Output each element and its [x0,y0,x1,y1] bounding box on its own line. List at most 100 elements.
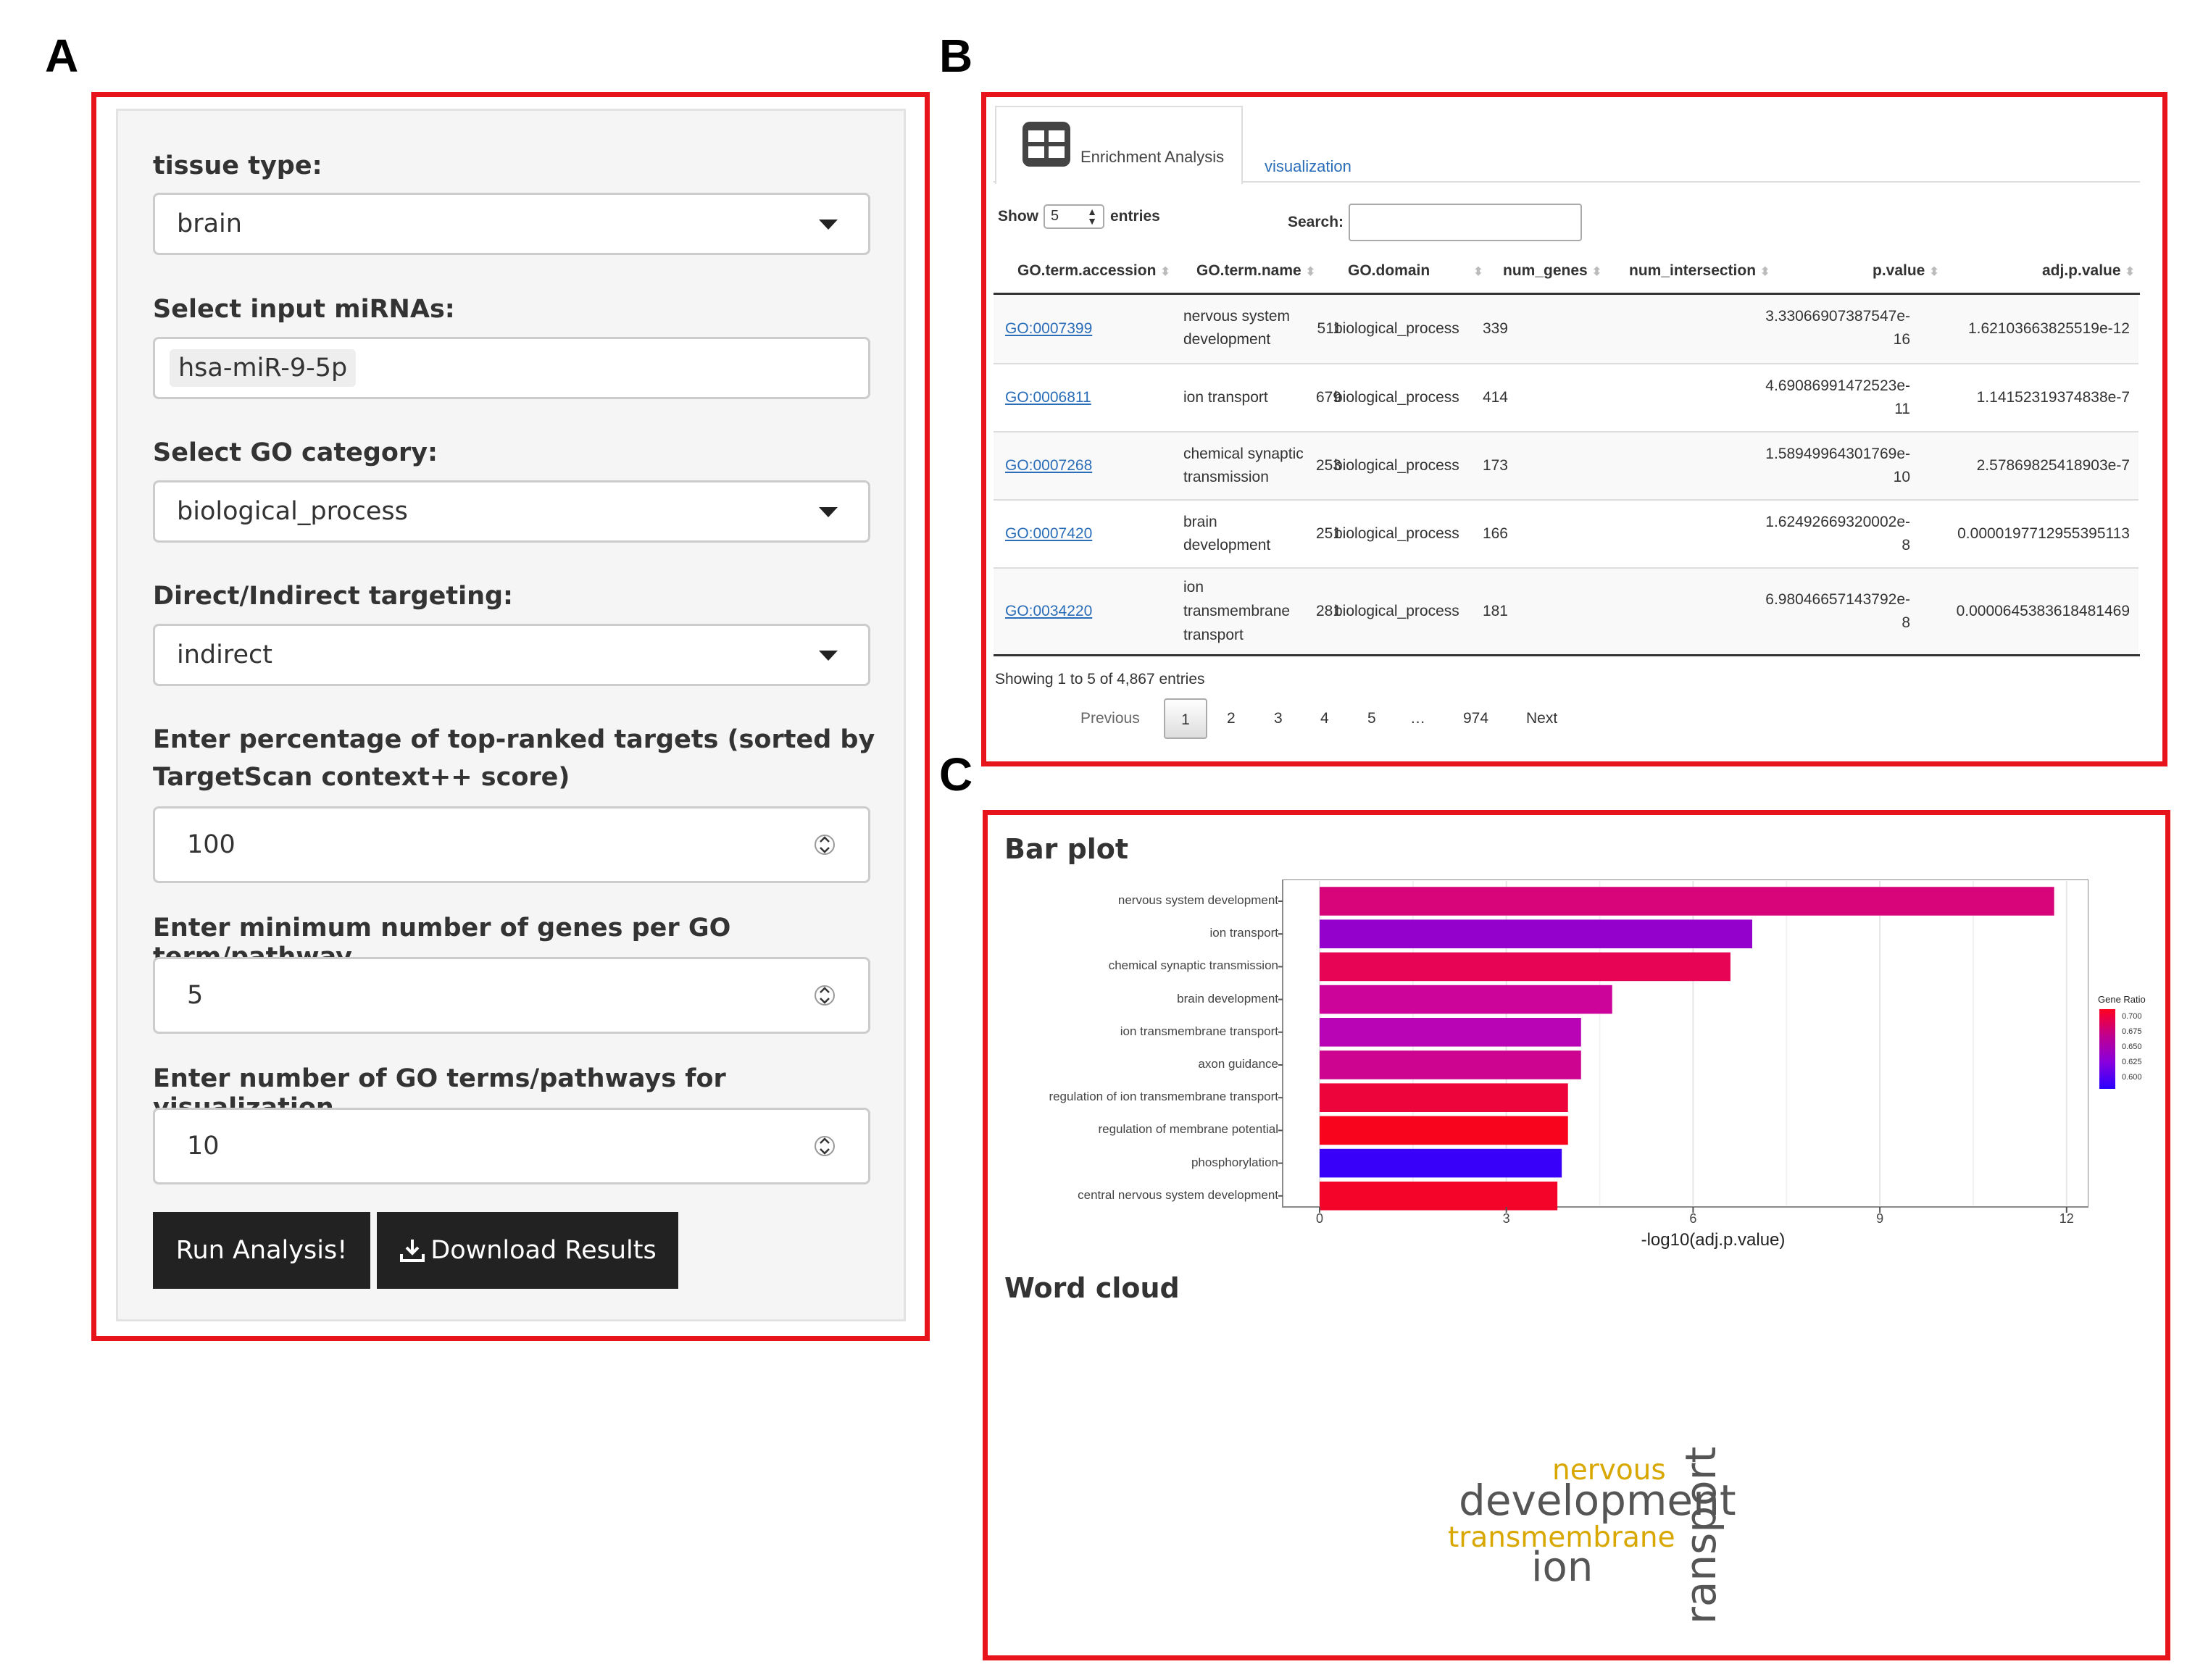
num-genes: 251 [1315,525,1341,542]
go-accession-link[interactable]: GO:0007268 [1005,457,1093,474]
stepper-icon[interactable] [815,828,835,861]
p-value: 16 [1893,331,1910,348]
go-category-select[interactable]: biological_process [153,480,870,543]
pagination-page-3[interactable]: 3 [1274,710,1283,727]
p-value: 4.69086991472523e- [1765,377,1910,394]
go-domain: biological_process [1334,320,1459,337]
updown-icon: ▲ ▼ [1087,206,1097,227]
num-intersection: 181 [1482,603,1508,619]
download-results-button[interactable]: Download Results [377,1212,678,1289]
percentage-value: 100 [187,830,236,859]
table-row: GO:0007420 brain development biological_… [994,501,2138,567]
legend-label: 0.675 [2122,1027,2142,1036]
percentage-input[interactable]: 100 [153,806,870,883]
bar [1320,1050,1581,1079]
show-label: Show [998,208,1038,225]
go-term-name: development [1183,331,1271,348]
go-category-value: biological_process [177,497,408,526]
x-tick-label: 12 [2059,1211,2074,1226]
word-cloud-title: Word cloud [1004,1272,1180,1304]
go-term-name: ion transport [1183,389,1268,406]
header-go-term-accession[interactable]: GO.term.accession ⬍ [1017,262,1170,279]
table-row: GO:0034220 ion transmembrane transport b… [994,569,2138,654]
adj-p-value: 0.0000645383618481469 [1956,603,2130,619]
bar [1320,1182,1558,1211]
pagination-page-5[interactable]: 5 [1367,710,1376,727]
pagination-next[interactable]: Next [1526,710,1558,727]
header-num-genes[interactable]: num_genes ⬍ [1503,262,1602,279]
panel-letter-c: C [939,748,973,801]
num-genes: 253 [1315,457,1341,474]
category-label: brain development [1177,991,1278,1006]
pagination-previous[interactable]: Previous [1080,710,1140,727]
mirna-chip[interactable]: hsa-miR-9-5p [170,349,357,387]
header-num-intersection[interactable]: num_intersection ⬍ [1629,262,1770,279]
category-label: axon guidance [1198,1057,1278,1071]
go-term-name: transport [1183,627,1244,643]
word-cloud-word: ion [1531,1544,1594,1591]
run-analysis-button[interactable]: Run Analysis! [153,1212,370,1289]
go-term-name: chemical synaptic [1183,446,1304,462]
p-value: 11 [1894,401,1910,417]
bar-chart [1278,879,2088,1213]
header-go-domain[interactable]: GO.domain ⬍ [1348,262,1483,279]
tab-visualization[interactable]: visualization [1265,157,1351,175]
bar [1320,1083,1568,1112]
num-genes: 679 [1315,389,1341,406]
stepper-icon[interactable] [815,1129,835,1163]
bar [1320,985,1612,1014]
search-input[interactable] [1349,204,1582,241]
go-accession-link[interactable]: GO:0007420 [1005,525,1093,542]
num-terms-value: 10 [187,1132,220,1161]
bar [1320,1018,1581,1047]
pagination-page-974[interactable]: 974 [1463,710,1489,727]
tissue-label: tissue type: [153,151,322,180]
header-p-value[interactable]: p.value ⬍ [1873,262,1939,279]
download-results-label: Download Results [430,1236,657,1265]
tab-enrichment-analysis[interactable]: Enrichment Analysis [995,106,1243,184]
num-intersection: 414 [1482,389,1508,406]
category-label: regulation of ion transmembrane transpor… [1049,1090,1278,1104]
show-entries-select[interactable]: 5 ▲ ▼ [1044,204,1104,229]
chevron-down-icon [819,651,838,661]
header-adj-p-value[interactable]: adj.p.value ⬍ [2042,262,2135,279]
num-terms-input[interactable]: 10 [153,1108,870,1184]
go-term-name: ion [1183,579,1204,595]
targeting-value: indirect [177,640,272,669]
go-domain: biological_process [1334,457,1459,474]
targeting-select[interactable]: indirect [153,624,870,686]
panel-letter-b: B [939,30,973,82]
go-accession-link[interactable]: GO:0034220 [1005,603,1093,619]
tissue-select[interactable]: brain [153,193,870,255]
bar [1320,1148,1562,1178]
p-value: 8 [1902,614,1910,631]
go-domain: biological_process [1334,525,1459,542]
entries-label: entries [1110,208,1160,225]
table-info: Showing 1 to 5 of 4,867 entries [995,671,1205,688]
p-value: 6.98046657143792e- [1765,591,1910,608]
num-genes: 281 [1315,603,1341,619]
category-label: chemical synaptic transmission [1108,958,1278,973]
min-genes-value: 5 [187,981,204,1010]
table-row: GO:0006811 ion transport biological_proc… [994,364,2138,431]
tissue-value: brain [177,209,242,238]
stepper-icon[interactable] [815,979,835,1012]
p-value: 10 [1893,469,1910,485]
legend-label: 0.650 [2122,1042,2142,1051]
num-intersection: 166 [1482,525,1508,542]
mirna-input[interactable]: hsa-miR-9-5p [153,337,870,399]
go-accession-link[interactable]: GO:0006811 [1005,389,1091,406]
min-genes-input[interactable]: 5 [153,957,870,1034]
pagination-page-2[interactable]: 2 [1227,710,1236,727]
category-label: nervous system development [1117,893,1278,907]
legend-label: 0.625 [2122,1058,2142,1066]
pagination-page-4[interactable]: 4 [1320,710,1329,727]
tab-enrichment-label: Enrichment Analysis [1080,148,1225,166]
pagination-page-1[interactable]: 1 [1164,698,1207,739]
num-intersection: 173 [1482,457,1508,474]
word-cloud-word: transmembrane [1448,1521,1675,1554]
p-value: 1.58949964301769e- [1765,446,1910,462]
go-accession-link[interactable]: GO:0007399 [1005,320,1093,337]
header-go-term-name[interactable]: GO.term.name ⬍ [1196,262,1316,279]
legend-colorbar [2099,1009,2115,1089]
